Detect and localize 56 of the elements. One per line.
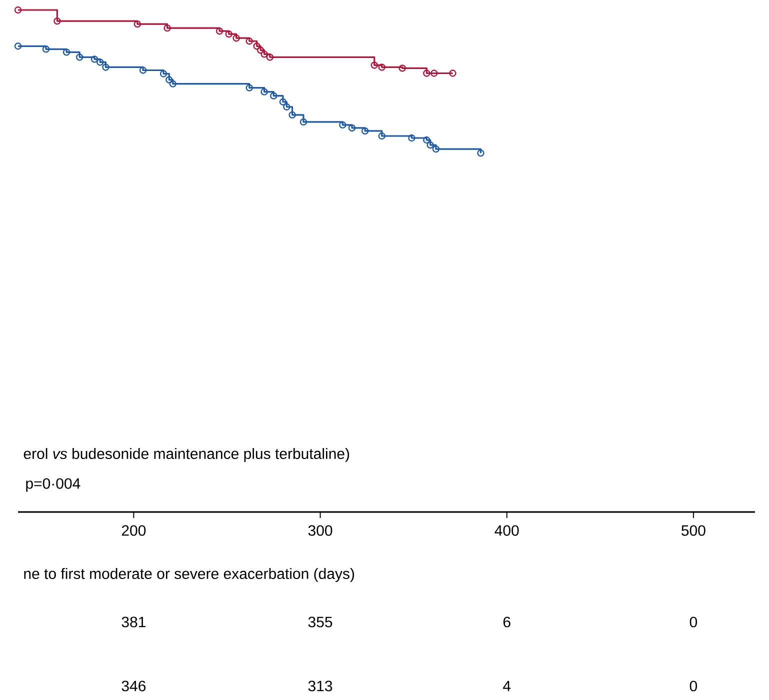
point [270,92,278,100]
point [76,54,84,61]
point [432,145,440,153]
point [283,103,290,110]
point [378,64,386,71]
point [246,38,253,45]
point [426,141,434,149]
annotation: p=0·004 [26,478,80,492]
x-tick-label: 500 [682,525,706,536]
point [134,20,142,28]
point [102,64,110,71]
point [423,136,430,144]
point [423,70,430,77]
point [139,66,147,74]
point [225,30,232,38]
text: 313 [308,680,332,692]
point [96,58,104,66]
point [361,127,369,135]
point [246,84,253,92]
x-tick-label: 400 [494,525,519,536]
point [160,70,168,78]
point [232,34,240,42]
point [288,111,296,119]
text: 4 [503,680,511,692]
text: 346 [122,680,146,692]
text: 6 [503,616,510,628]
point [256,46,264,54]
point [253,42,260,50]
point [169,80,176,88]
point [300,118,308,126]
point [398,64,406,72]
point [378,132,386,140]
point [216,27,224,35]
annotation: erol vs budesonide maintenance plus terbutaline) [24,448,350,462]
point [166,76,173,84]
text: 381 [122,616,146,628]
text: 355 [308,616,332,628]
point [54,17,61,25]
point [164,24,171,32]
x-tick-label: 200 [122,525,146,536]
x-tick-label: 300 [308,525,332,536]
point [266,54,274,61]
point [348,124,356,132]
point [42,46,50,53]
point [260,50,268,58]
point [339,121,346,129]
point [260,88,268,96]
point [408,134,416,142]
point [90,56,98,63]
point [370,62,378,69]
point [62,48,70,56]
point [279,98,287,106]
x-axis-title: ne to first moderate or severe exacerbation (days) [24,568,354,582]
text: 0 [690,616,698,628]
text: 0 [690,680,698,692]
point [430,70,438,77]
